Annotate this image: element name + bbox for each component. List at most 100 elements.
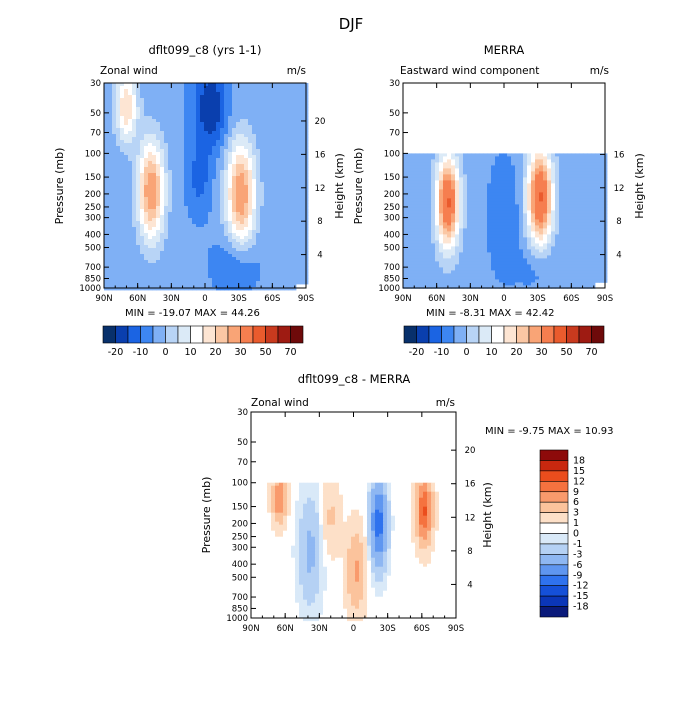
heatmap-cell — [531, 207, 535, 210]
heatmap-cell — [272, 191, 276, 194]
heatmap-cell — [120, 275, 124, 278]
heatmap-cell — [288, 257, 292, 260]
heatmap-cell — [571, 183, 575, 186]
heatmap-cell — [124, 227, 128, 230]
heatmap-cell — [240, 218, 244, 221]
heatmap-cell — [176, 254, 180, 257]
heatmap-cell — [260, 266, 264, 269]
heatmap-cell — [148, 248, 152, 251]
heatmap-cell — [403, 201, 407, 204]
heatmap-cell — [108, 98, 112, 101]
heatmap-cell — [599, 183, 603, 186]
heatmap-cell — [535, 168, 539, 171]
heatmap-cell — [220, 140, 224, 143]
heatmap-cell — [479, 174, 483, 177]
heatmap-cell — [192, 245, 196, 248]
heatmap-cell — [180, 137, 184, 140]
heatmap-cell — [252, 137, 256, 140]
heatmap-cell — [252, 83, 256, 86]
heatmap-cell — [180, 113, 184, 116]
heatmap-cell — [160, 194, 164, 197]
heatmap-cell — [168, 278, 172, 281]
heatmap-cell — [284, 245, 288, 248]
heatmap-cell — [252, 128, 256, 131]
heatmap-cell — [447, 165, 451, 168]
heatmap-cell — [288, 251, 292, 254]
heatmap-cell — [192, 203, 196, 206]
heatmap-cell — [563, 156, 567, 159]
heatmap-cell — [192, 281, 196, 284]
heatmap-cell — [132, 260, 136, 263]
heatmap-cell — [136, 203, 140, 206]
heatmap-cell — [551, 168, 555, 171]
heatmap-cell — [212, 191, 216, 194]
heatmap-cell — [104, 200, 108, 203]
heatmap-cell — [124, 122, 128, 125]
heatmap-cell — [132, 137, 136, 140]
heatmap-cell — [431, 225, 435, 228]
heatmap-cell — [136, 230, 140, 233]
heatmap-cell — [264, 101, 268, 104]
heatmap-cell — [144, 122, 148, 125]
heatmap-cell — [104, 227, 108, 230]
heatmap-cell — [180, 146, 184, 149]
heatmap-cell — [523, 162, 527, 165]
heatmap-cell — [499, 186, 503, 189]
heatmap-cell — [144, 242, 148, 245]
heatmap-cell — [579, 171, 583, 174]
heatmap-cell — [140, 170, 144, 173]
heatmap-cell — [587, 207, 591, 210]
heatmap-cell — [172, 92, 176, 95]
heatmap-cell — [204, 92, 208, 95]
heatmap-cell — [232, 86, 236, 89]
heatmap-cell — [120, 113, 124, 116]
heatmap-cell — [415, 219, 419, 222]
heatmap-cell — [188, 110, 192, 113]
heatmap-cell — [555, 186, 559, 189]
heatmap-cell — [411, 204, 415, 207]
heatmap-cell — [284, 269, 288, 272]
heatmap-cell — [244, 206, 248, 209]
heatmap-cell — [176, 197, 180, 200]
heatmap-cell — [272, 194, 276, 197]
heatmap-cell — [487, 165, 491, 168]
heatmap-cell — [220, 173, 224, 176]
heatmap-cell — [108, 173, 112, 176]
heatmap-cell — [168, 128, 172, 131]
heatmap-cell — [216, 248, 220, 251]
heatmap-cell — [124, 143, 128, 146]
heatmap-cell — [296, 137, 300, 140]
heatmap-cell — [236, 227, 240, 230]
heatmap-cell — [160, 200, 164, 203]
heatmap-cell — [587, 189, 591, 192]
heatmap-cell — [228, 116, 232, 119]
heatmap-cell — [523, 183, 527, 186]
heatmap-cell — [300, 110, 304, 113]
heatmap-cell — [140, 155, 144, 158]
heatmap-cell — [148, 203, 152, 206]
heatmap-cell — [204, 191, 208, 194]
heatmap-cell — [427, 171, 431, 174]
heatmap-cell — [256, 263, 260, 266]
heatmap-cell — [503, 204, 507, 207]
heatmap-cell — [212, 98, 216, 101]
heatmap-cell — [196, 140, 200, 143]
heatmap-cell — [140, 137, 144, 140]
heatmap-cell — [264, 167, 268, 170]
heatmap-cell — [208, 221, 212, 224]
heatmap-cell — [228, 170, 232, 173]
heatmap-cell — [180, 179, 184, 182]
heatmap-cell — [188, 155, 192, 158]
heatmap-cell — [264, 209, 268, 212]
heatmap-cell — [296, 209, 300, 212]
heatmap-cell — [447, 159, 451, 162]
heatmap-cell — [132, 203, 136, 206]
heatmap-cell — [212, 197, 216, 200]
heatmap-cell — [216, 98, 220, 101]
heatmap-cell — [140, 92, 144, 95]
heatmap-cell — [284, 254, 288, 257]
heatmap-cell — [220, 203, 224, 206]
heatmap-cell — [140, 284, 144, 287]
heatmap-cell — [595, 195, 599, 198]
heatmap-cell — [487, 216, 491, 219]
